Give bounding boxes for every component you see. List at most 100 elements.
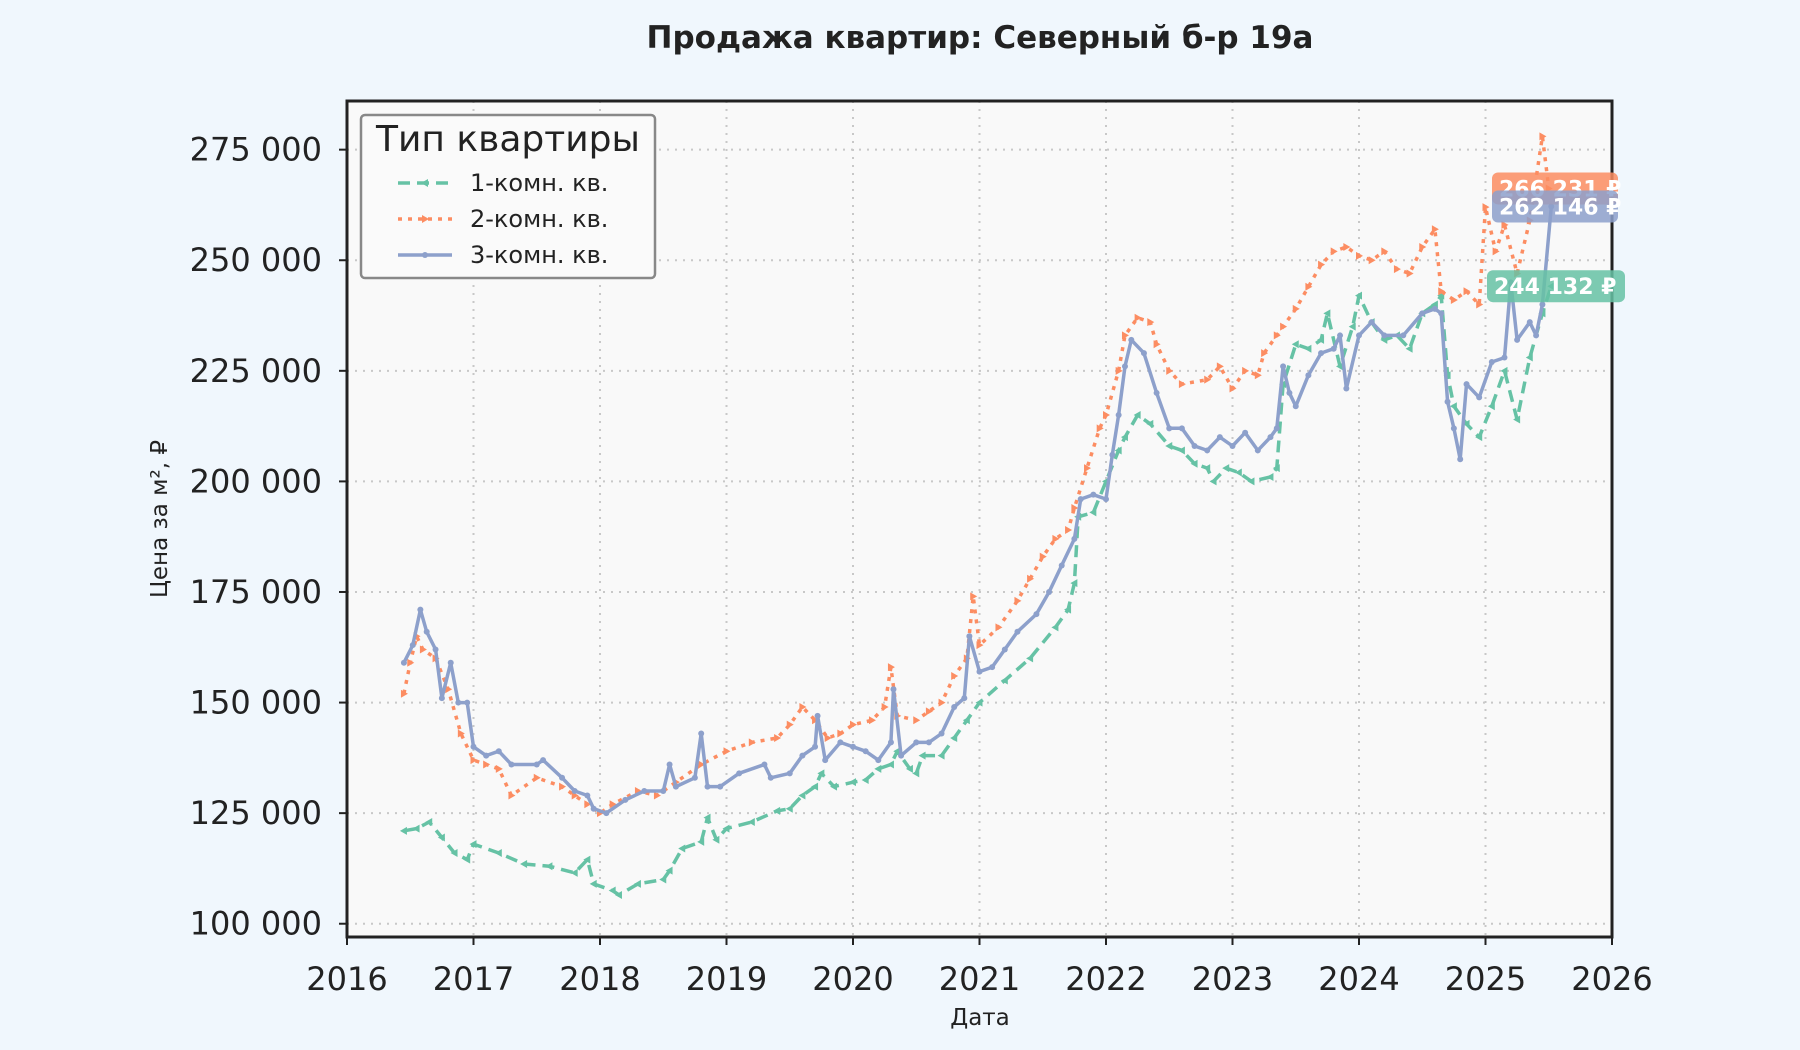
data-point (1356, 251, 1363, 260)
data-point (1204, 375, 1212, 384)
data-point (1121, 363, 1128, 370)
data-point (1355, 291, 1362, 300)
data-point (559, 774, 566, 781)
data-point (455, 699, 462, 706)
data-point (1115, 366, 1123, 375)
data-point (1419, 310, 1426, 317)
data-point (1267, 434, 1274, 441)
data-point (495, 764, 503, 773)
data-point (666, 761, 673, 768)
data-point (520, 860, 528, 869)
end-value-badge: 262 146 ₽ (1492, 190, 1621, 223)
data-point (1000, 676, 1008, 685)
series-3 (400, 203, 1555, 817)
data-point (1178, 425, 1185, 432)
data-point (850, 743, 856, 750)
data-point (1348, 322, 1356, 331)
data-point (1501, 354, 1508, 361)
data-point (1014, 596, 1022, 605)
data-point (622, 796, 629, 803)
data-point (400, 659, 407, 666)
legend-item-label: 3-комн. кв. (470, 241, 608, 269)
data-point (1204, 447, 1211, 454)
data-point (1090, 491, 1097, 498)
data-point (786, 720, 794, 729)
data-point (767, 774, 774, 781)
data-point (697, 837, 705, 846)
data-point (1526, 319, 1533, 326)
data-point (1337, 332, 1344, 339)
data-point (1444, 398, 1451, 405)
data-point (1134, 313, 1142, 322)
data-point (1438, 310, 1445, 317)
x-tick-label: 2025 (1445, 960, 1526, 998)
data-point (1147, 318, 1155, 327)
data-point (1533, 332, 1540, 339)
data-point (799, 752, 806, 759)
data-point (748, 738, 756, 747)
data-point (1109, 451, 1116, 458)
data-point (545, 862, 553, 871)
data-point (1405, 344, 1413, 353)
data-point (584, 792, 591, 799)
data-point (1001, 646, 1008, 653)
data-point (1166, 366, 1174, 375)
data-point (811, 782, 819, 791)
data-point (399, 826, 407, 835)
data-point (1254, 371, 1262, 380)
y-axis-ticks: 100 000 125 000 150 000 175 000 200 000 225 0… (190, 131, 347, 943)
data-point (717, 783, 724, 790)
data-point (400, 689, 408, 698)
data-point (1039, 552, 1047, 561)
data-point (570, 868, 578, 877)
x-axis-ticks: 2016 2017 2018 2019 2020 2021 2022 2023 2024 2025… (306, 937, 1653, 998)
data-point (1463, 381, 1470, 388)
data-point (1286, 389, 1293, 396)
data-point (736, 770, 743, 777)
data-point (822, 757, 829, 764)
data-point (723, 747, 731, 756)
data-point (603, 810, 610, 817)
legend-item-1: 1-комн. кв. (398, 169, 608, 197)
data-point (438, 695, 445, 702)
data-point (1178, 380, 1186, 389)
data-point (887, 739, 894, 746)
data-point (1114, 446, 1122, 455)
data-point (1393, 265, 1401, 274)
data-point (937, 751, 945, 760)
x-tick-label: 2018 (559, 960, 640, 998)
data-point (1419, 242, 1427, 251)
data-point (494, 848, 502, 857)
data-point (1266, 472, 1274, 481)
data-point (1166, 425, 1173, 432)
data-point (850, 720, 857, 729)
data-point (747, 817, 755, 826)
data-point (962, 716, 970, 725)
x-tick-label: 2020 (812, 960, 893, 998)
data-point (614, 890, 622, 899)
data-point (1462, 419, 1470, 428)
data-point (464, 699, 471, 706)
data-point (419, 645, 427, 654)
data-point (814, 712, 821, 719)
data-point (540, 757, 547, 764)
data-point (1190, 459, 1198, 468)
x-tick-label: 2026 (1571, 960, 1652, 998)
data-point (423, 628, 430, 635)
data-point (951, 672, 959, 681)
data-point (913, 716, 921, 725)
data-point (1027, 574, 1035, 583)
data-point (447, 659, 454, 666)
y-tick-label: 200 000 (190, 462, 322, 500)
data-point (450, 848, 458, 857)
data-point (508, 791, 516, 800)
data-point (890, 686, 897, 693)
data-point (1525, 353, 1533, 362)
legend-item-label: 2-комн. кв. (470, 205, 608, 233)
data-point (1356, 332, 1362, 339)
data-point (773, 806, 781, 815)
data-point (1318, 350, 1325, 357)
data-point (1261, 349, 1269, 358)
data-point (608, 886, 616, 895)
